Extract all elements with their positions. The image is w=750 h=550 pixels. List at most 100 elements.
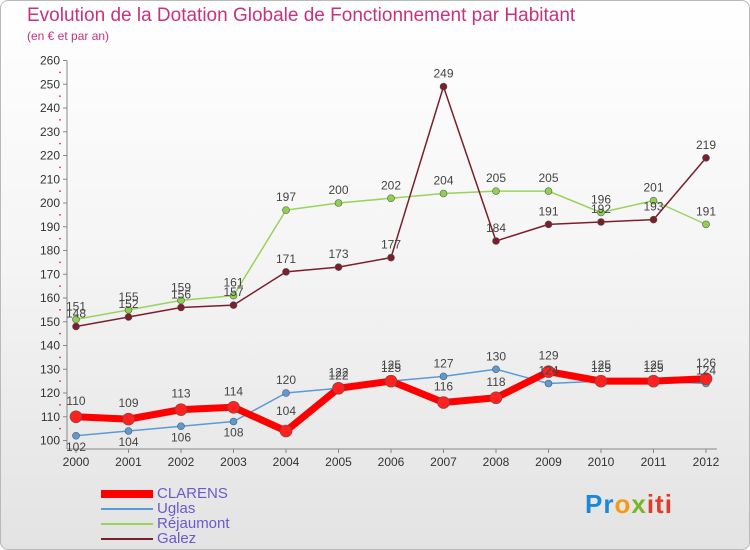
y-tick-label: 250 xyxy=(40,77,60,91)
data-label-rejaumont: 201 xyxy=(643,181,663,195)
y-tick-label: 150 xyxy=(40,315,60,329)
data-label-galez: 184 xyxy=(486,221,506,235)
y-minor-dot xyxy=(59,213,61,216)
data-point-clarens xyxy=(227,400,240,414)
y-minor-dot xyxy=(59,308,61,311)
data-point-clarens xyxy=(699,372,713,386)
data-point-clarens xyxy=(279,424,293,438)
y-tick-label: 170 xyxy=(40,267,60,281)
data-label-galez: 249 xyxy=(433,67,453,81)
y-tick-label: 120 xyxy=(40,386,60,400)
data-point-uglas xyxy=(124,427,133,435)
data-point-galez xyxy=(124,313,133,321)
data-label-clarens: 125 xyxy=(643,358,663,372)
data-point-uglas xyxy=(177,422,185,431)
y-tick-label: 140 xyxy=(40,339,60,353)
proxiti-logo: Proxiti xyxy=(585,489,673,519)
legend-item-galez: Galez xyxy=(101,530,301,547)
data-label-rejaumont: 161 xyxy=(223,276,243,290)
legend-item-rejaumont: Réjaumont xyxy=(101,515,301,532)
data-label-galez: 148 xyxy=(66,307,86,321)
data-label-galez: 157 xyxy=(223,285,243,299)
y-minor-dot xyxy=(59,285,61,288)
data-point-uglas xyxy=(492,365,500,374)
y-tick-label: 160 xyxy=(40,291,60,305)
x-tick-label: 2003 xyxy=(220,455,247,469)
y-minor-dot xyxy=(59,142,61,145)
data-point-uglas xyxy=(72,431,80,440)
data-label-clarens: 126 xyxy=(696,356,716,370)
chart-title: Evolution de la Dotation Globale de Fonc… xyxy=(27,5,576,26)
data-label-galez: 193 xyxy=(643,200,663,214)
data-point-clarens xyxy=(69,410,83,424)
x-tick-label: 2008 xyxy=(483,455,510,469)
data-label-rejaumont: 197 xyxy=(276,190,296,204)
y-minor-dot xyxy=(59,356,61,359)
data-point-galez xyxy=(282,268,290,276)
data-point-galez xyxy=(439,82,448,91)
data-point-rejaumont xyxy=(492,187,500,195)
data-label-clarens: 114 xyxy=(224,384,243,398)
data-label-uglas: 127 xyxy=(433,356,453,370)
data-label-galez: 219 xyxy=(696,138,716,152)
data-label-uglas: 108 xyxy=(223,426,243,440)
y-minor-dot xyxy=(59,427,61,430)
y-tick-label: 260 xyxy=(40,54,60,68)
data-label-clarens: 125 xyxy=(381,358,401,372)
data-point-clarens xyxy=(437,396,450,409)
data-point-uglas xyxy=(229,417,238,426)
y-minor-dot xyxy=(59,261,61,264)
legend-label-clarens: CLARENS xyxy=(157,485,228,502)
data-label-galez: 173 xyxy=(328,247,348,261)
data-point-galez xyxy=(492,237,500,245)
data-label-galez: 177 xyxy=(381,238,401,252)
y-minor-dot xyxy=(59,118,61,121)
y-tick-label: 180 xyxy=(40,244,60,258)
y-tick-label: 100 xyxy=(40,434,60,448)
data-label-uglas: 125 xyxy=(381,361,401,375)
data-point-rejaumont xyxy=(702,220,710,229)
y-minor-dot xyxy=(59,166,61,169)
data-point-rejaumont xyxy=(387,194,395,203)
data-label-rejaumont: 200 xyxy=(328,183,348,197)
data-point-clarens xyxy=(332,381,345,395)
data-label-rejaumont: 205 xyxy=(538,171,558,185)
data-label-galez: 171 xyxy=(276,252,296,266)
y-minor-dot xyxy=(59,380,61,383)
data-point-clarens xyxy=(174,403,188,416)
axes: 1001101201301401501601701801902002102202… xyxy=(40,54,720,470)
data-label-rejaumont: 202 xyxy=(381,178,401,192)
data-label-rejaumont: 155 xyxy=(118,290,138,304)
data-label-clarens: 118 xyxy=(486,375,505,389)
y-minor-dot xyxy=(59,95,61,98)
legend-label-galez: Galez xyxy=(157,530,197,547)
y-minor-dot xyxy=(59,71,61,74)
y-tick-label: 110 xyxy=(41,410,60,424)
x-tick-label: 2012 xyxy=(693,455,720,469)
data-point-galez xyxy=(387,253,395,262)
x-tick-label: 2011 xyxy=(641,455,667,469)
y-tick-label: 230 xyxy=(40,125,60,139)
y-tick-label: 190 xyxy=(40,220,60,234)
data-label-uglas: 124 xyxy=(538,364,558,378)
data-point-uglas xyxy=(282,389,290,397)
data-label-galez: 152 xyxy=(118,297,138,311)
data-label-rejaumont: 204 xyxy=(433,174,453,188)
data-point-uglas xyxy=(544,379,553,388)
x-tick-label: 2010 xyxy=(588,455,615,469)
data-point-rejaumont xyxy=(649,196,658,205)
legend-item-uglas: Uglas xyxy=(101,500,301,517)
data-point-galez xyxy=(702,154,710,162)
data-point-galez xyxy=(334,263,343,271)
data-point-clarens xyxy=(542,365,555,378)
data-label-uglas: 124 xyxy=(696,364,716,378)
data-point-uglas xyxy=(439,372,448,381)
data-point-galez xyxy=(72,322,80,331)
x-tick-label: 2004 xyxy=(273,455,300,469)
y-minor-dot xyxy=(59,332,61,335)
data-point-clarens xyxy=(384,374,398,388)
data-label-uglas: 102 xyxy=(66,440,86,454)
data-label-clarens: 104 xyxy=(276,404,296,418)
data-label-uglas: 130 xyxy=(486,349,506,363)
